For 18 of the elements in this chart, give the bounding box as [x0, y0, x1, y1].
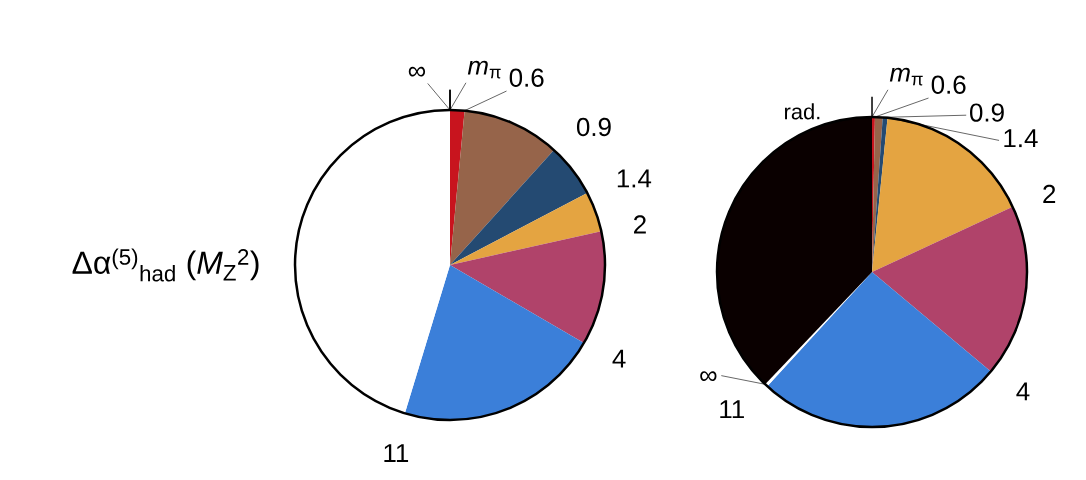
text: m$_{π}$	[467, 60, 501, 79]
text: 11	[384, 444, 409, 462]
text: 11	[720, 400, 744, 419]
text: 4	[612, 349, 626, 368]
text: 1.4	[1004, 129, 1038, 148]
text: 4	[1016, 382, 1030, 401]
text: ∞	[408, 66, 426, 77]
text: 1.4	[617, 169, 652, 188]
text: m$_{π}$	[889, 67, 923, 86]
text: 2	[1043, 184, 1056, 203]
text: 2	[634, 215, 646, 234]
text: 0.9	[576, 117, 611, 137]
text: ∞	[700, 371, 717, 382]
text: 0.9	[970, 103, 1004, 122]
slice-label: rad.	[785, 103, 820, 120]
text: Δα$^{(5)}$$_{had}$ (M$_{Z}$$^{2}$)	[72, 248, 259, 282]
text: 0.6	[931, 75, 966, 94]
text: 0.6	[509, 68, 544, 87]
